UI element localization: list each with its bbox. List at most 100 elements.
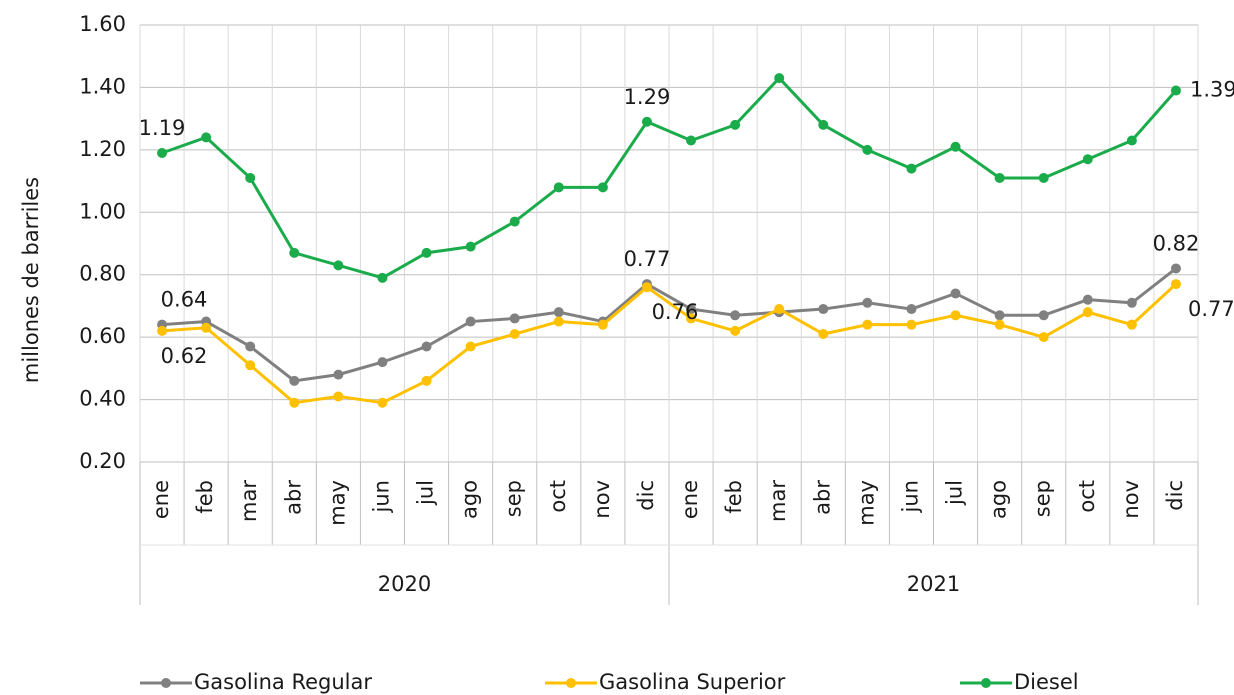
- data-point: [862, 298, 872, 308]
- data-point: [642, 117, 652, 127]
- data-label: 1.19: [139, 116, 186, 140]
- x-tick-label: sep: [1031, 480, 1055, 517]
- x-tick-label: jul: [414, 480, 438, 506]
- data-point: [1127, 298, 1137, 308]
- data-point: [995, 310, 1005, 320]
- data-point: [862, 145, 872, 155]
- x-tick-label: nov: [590, 480, 614, 519]
- data-point: [554, 182, 564, 192]
- data-point: [774, 304, 784, 314]
- x-tick-label: dic: [1163, 480, 1187, 511]
- data-point: [995, 320, 1005, 330]
- data-label: 0.76: [652, 300, 699, 324]
- y-tick-label: 1.60: [79, 12, 126, 36]
- x-tick-label: abr: [810, 480, 834, 515]
- chart: millones de barriles 0.200.400.600.801.0…: [0, 0, 1234, 695]
- x-tick-label: jun: [369, 480, 393, 513]
- x-tick-label: may: [325, 480, 349, 526]
- data-point: [774, 73, 784, 83]
- legend-label: Gasolina Regular: [194, 670, 372, 694]
- data-point: [289, 398, 299, 408]
- x-tick-label: may: [854, 480, 878, 526]
- data-point: [1127, 320, 1137, 330]
- data-point: [906, 304, 916, 314]
- data-point: [1039, 332, 1049, 342]
- data-point: [201, 323, 211, 333]
- data-point: [1083, 295, 1093, 305]
- data-point: [466, 242, 476, 252]
- data-point: [1171, 279, 1181, 289]
- data-point: [245, 173, 255, 183]
- data-point: [818, 329, 828, 339]
- data-point: [1039, 173, 1049, 183]
- data-point: [818, 304, 828, 314]
- x-tick-label: mar: [237, 480, 261, 522]
- data-point: [686, 135, 696, 145]
- data-point: [245, 342, 255, 352]
- data-label: 0.77: [624, 247, 671, 271]
- data-point: [510, 217, 520, 227]
- y-tick-label: 1.40: [79, 74, 126, 98]
- group-label: 2020: [378, 572, 431, 596]
- y-tick-label: 1.20: [79, 137, 126, 161]
- x-tick-label: feb: [193, 480, 217, 514]
- data-point: [333, 260, 343, 270]
- data-point: [730, 326, 740, 336]
- data-point: [598, 182, 608, 192]
- y-tick-label: 1.00: [79, 199, 126, 223]
- x-tick-label: oct: [546, 480, 570, 513]
- data-point: [1083, 307, 1093, 317]
- x-tick-label: mar: [766, 480, 790, 522]
- data-point: [1127, 135, 1137, 145]
- x-tick-label: oct: [1075, 480, 1099, 513]
- data-point: [906, 320, 916, 330]
- data-point: [730, 120, 740, 130]
- x-tick-label: nov: [1119, 480, 1143, 519]
- data-point: [951, 142, 961, 152]
- data-point: [1083, 154, 1093, 164]
- data-point: [333, 391, 343, 401]
- legend-marker: [981, 678, 991, 688]
- y-tick-label: 0.80: [79, 262, 126, 286]
- y-tick-label: 0.40: [79, 387, 126, 411]
- data-point: [951, 310, 961, 320]
- data-point: [995, 173, 1005, 183]
- y-tick-label: 0.20: [79, 449, 126, 473]
- legend-label: Gasolina Superior: [599, 670, 786, 694]
- data-point: [642, 282, 652, 292]
- x-tick-label: jul: [943, 480, 967, 506]
- data-label: 0.77: [1188, 297, 1234, 321]
- data-point: [510, 329, 520, 339]
- data-point: [422, 248, 432, 258]
- y-axis-label: millones de barriles: [19, 177, 43, 383]
- data-point: [818, 120, 828, 130]
- x-tick-label: sep: [502, 480, 526, 517]
- data-point: [1039, 310, 1049, 320]
- x-tick-label: jun: [898, 480, 922, 513]
- data-point: [510, 313, 520, 323]
- data-label: 1.39: [1190, 78, 1234, 102]
- data-label: 0.62: [161, 344, 208, 368]
- data-point: [289, 376, 299, 386]
- data-point: [377, 357, 387, 367]
- data-point: [377, 398, 387, 408]
- data-point: [422, 342, 432, 352]
- data-point: [201, 132, 211, 142]
- x-tick-label: feb: [722, 480, 746, 514]
- data-label: 0.82: [1153, 231, 1200, 255]
- data-point: [554, 317, 564, 327]
- data-point: [598, 320, 608, 330]
- data-point: [377, 273, 387, 283]
- legend-label: Diesel: [1014, 670, 1079, 694]
- data-point: [1171, 86, 1181, 96]
- data-point: [289, 248, 299, 258]
- data-point: [245, 360, 255, 370]
- data-point: [862, 320, 872, 330]
- data-label: 0.64: [161, 288, 208, 312]
- data-point: [951, 288, 961, 298]
- data-point: [422, 376, 432, 386]
- data-point: [466, 342, 476, 352]
- data-point: [466, 317, 476, 327]
- data-label: 1.29: [624, 85, 671, 109]
- data-point: [730, 310, 740, 320]
